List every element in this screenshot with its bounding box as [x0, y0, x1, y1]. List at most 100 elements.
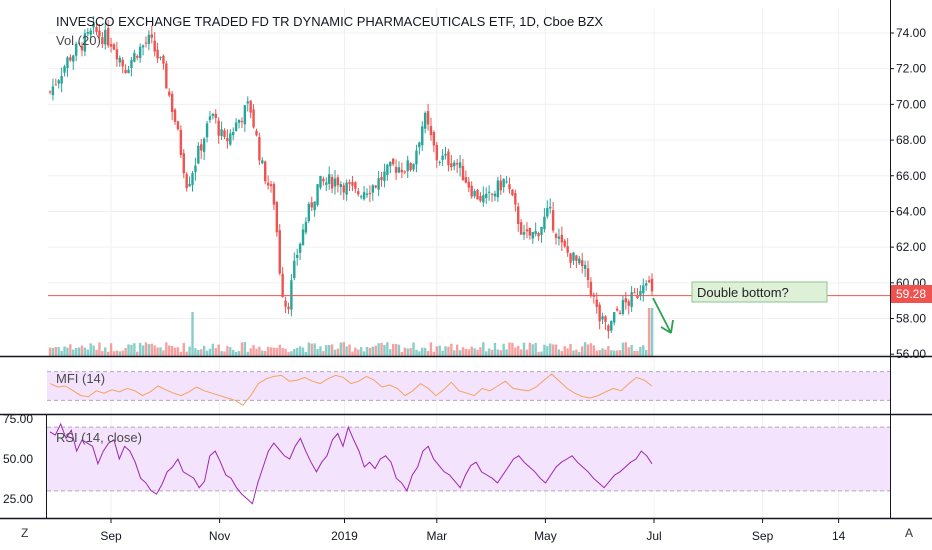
volume-bar — [330, 344, 334, 356]
candle-body — [322, 178, 325, 182]
volume-bar — [336, 348, 340, 356]
volume-bar — [476, 349, 479, 356]
volume-bar — [66, 347, 69, 356]
volume-bar — [98, 342, 101, 356]
candle-body — [517, 206, 520, 225]
candle-body — [389, 161, 392, 167]
candle-body — [156, 49, 159, 59]
candle-body — [362, 192, 366, 200]
candle-body — [269, 184, 273, 187]
volume-bar — [627, 347, 630, 356]
volume-bar — [342, 342, 345, 356]
volume-bar — [272, 347, 276, 356]
candle-body — [441, 155, 444, 160]
volume-bar — [287, 351, 290, 356]
volume-bar — [421, 347, 424, 356]
volume-bar — [141, 345, 145, 356]
candle-body — [348, 182, 351, 184]
volume-bar — [72, 349, 75, 356]
volume-bar — [351, 351, 354, 356]
candle-body — [426, 111, 430, 125]
volume-bar — [493, 342, 497, 356]
price-tick-label: 72.00 — [896, 62, 926, 76]
time-tick-label: Jul — [646, 529, 661, 543]
candle-body — [371, 185, 375, 193]
volume-bar — [281, 348, 284, 356]
time-tick-label: Sep — [752, 529, 774, 543]
volume-bar — [197, 349, 200, 356]
timezone-button[interactable]: Z — [21, 526, 28, 540]
volume-bar — [415, 349, 418, 356]
volume-bar — [455, 344, 459, 356]
volume-bar — [543, 344, 546, 356]
volume-bar — [255, 348, 258, 356]
candle-body — [63, 66, 66, 73]
candle-body — [357, 191, 360, 195]
candle-body — [380, 177, 383, 181]
candle-body — [522, 232, 526, 235]
candle-body — [112, 44, 116, 50]
volume-bar — [95, 349, 98, 356]
candle-body — [95, 27, 98, 32]
volume-bar — [621, 342, 625, 356]
candle-body — [246, 101, 249, 104]
volume-bar — [130, 344, 133, 356]
volume-bar — [423, 347, 427, 356]
candle-body — [435, 144, 438, 161]
volume-bar — [138, 342, 142, 356]
volume-bar — [615, 350, 619, 356]
candle-body — [223, 130, 226, 137]
candle-body — [493, 193, 497, 197]
candle-body — [214, 113, 217, 119]
volume-bar — [400, 351, 404, 356]
rsi-axis-ticks: 75.00 50.00 25.00 — [3, 412, 33, 506]
candle-body — [368, 192, 372, 194]
volume-bar — [581, 346, 584, 356]
auto-scale-button[interactable]: A — [905, 526, 913, 540]
volume-bar — [377, 343, 380, 356]
volume-bar — [386, 342, 389, 356]
candle-body — [272, 184, 276, 205]
volume-bar — [162, 350, 165, 356]
volume-bar — [380, 342, 383, 356]
volume-bar — [499, 350, 502, 356]
candle-body — [551, 210, 555, 231]
volume-bar — [112, 351, 116, 356]
candle-body — [153, 40, 156, 52]
candle-body — [287, 306, 290, 310]
volume-bar — [74, 347, 78, 356]
candle-body — [182, 153, 185, 174]
candle-body — [127, 69, 130, 74]
candle-body — [197, 145, 200, 164]
candle-body — [281, 273, 284, 298]
volume-bar — [298, 346, 302, 356]
volume-bar — [121, 350, 124, 356]
volume-bar — [188, 346, 191, 356]
candle-body — [232, 132, 235, 136]
candle-body — [621, 300, 625, 314]
volume-bar — [534, 342, 537, 356]
volume-bar — [633, 350, 636, 356]
volume-bar — [505, 349, 508, 356]
volume-bar — [319, 346, 322, 356]
annotation-box[interactable] — [691, 281, 828, 303]
candle-body — [583, 264, 587, 269]
candle-body — [130, 60, 133, 69]
volume-bar — [418, 351, 421, 356]
candle-body — [339, 184, 343, 188]
candle-body — [264, 161, 267, 182]
volume-bar — [598, 350, 601, 356]
candle-body — [563, 240, 566, 247]
volume-bar — [394, 343, 398, 356]
candle-body — [546, 207, 549, 217]
candle-body — [165, 63, 168, 89]
volume-bar — [101, 351, 104, 356]
candle-body — [136, 55, 139, 58]
candle-body — [243, 105, 247, 125]
volume-bar — [322, 351, 325, 356]
candle-body — [313, 201, 316, 211]
candle-body — [106, 27, 110, 46]
candle-body — [400, 169, 404, 173]
volume-bar — [624, 342, 628, 356]
volume-bar — [304, 351, 308, 356]
